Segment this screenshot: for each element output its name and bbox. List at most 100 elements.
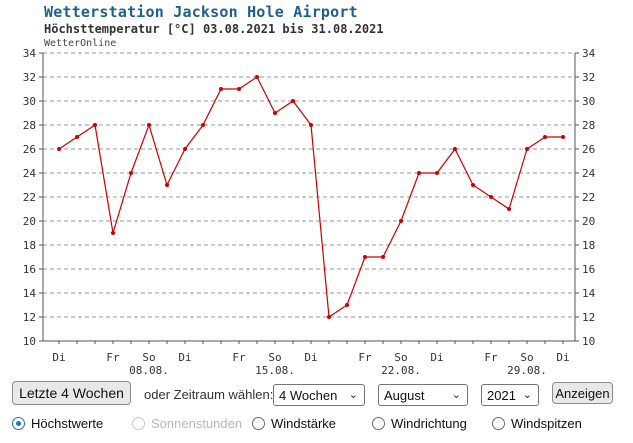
- data-point-11.08.: [201, 123, 205, 127]
- radio-windspitzen[interactable]: Windspitzen: [492, 416, 582, 431]
- ytick-left-label-16: 16: [23, 263, 36, 276]
- chart-title: Wetterstation Jackson Hole Airport: [44, 3, 358, 21]
- radio-circle-icon[interactable]: [12, 417, 25, 430]
- ytick-right-label-28: 28: [582, 119, 595, 132]
- ytick-right-label-20: 20: [582, 215, 595, 228]
- data-point-07.08.: [129, 171, 133, 175]
- ytick-left-label-34: 34: [23, 47, 37, 60]
- radio-circle-icon[interactable]: [252, 417, 265, 430]
- xtick-day-label: So: [394, 351, 407, 364]
- ytick-left-label-10: 10: [23, 335, 36, 348]
- chart-subtitle: Höchsttemperatur [°C] 03.08.2021 bis 31.…: [44, 22, 384, 36]
- ytick-left-label-22: 22: [23, 191, 36, 204]
- data-point-05.08.: [93, 123, 97, 127]
- chevron-down-icon: ⌄: [522, 389, 532, 401]
- ytick-left-label-26: 26: [23, 143, 36, 156]
- chart-grid: [43, 52, 575, 318]
- ytick-left-label-12: 12: [23, 311, 36, 324]
- radio-label: Windstärke: [271, 416, 337, 431]
- ytick-left-label-28: 28: [23, 119, 36, 132]
- data-point-12.08.: [219, 87, 223, 91]
- radio-windrichtung[interactable]: Windrichtung: [372, 416, 467, 431]
- data-point-28.08.: [507, 207, 511, 211]
- xtick-day-label: Di: [178, 351, 191, 364]
- ytick-right-label-22: 22: [582, 191, 595, 204]
- xtick-day-label: Di: [304, 351, 317, 364]
- last-4-weeks-button[interactable]: Letzte 4 Wochen: [12, 381, 131, 405]
- parameter-radio-group: Höchstwerte Sonnenstunden Windstärke Win…: [0, 416, 633, 434]
- range-select[interactable]: 4 Wochen ⌄: [273, 384, 365, 406]
- data-point-29.08.: [525, 147, 529, 151]
- xtick-day-label: Fr: [106, 351, 120, 364]
- data-point-14.08.: [255, 75, 259, 79]
- ytick-left-label-20: 20: [23, 215, 36, 228]
- xtick-day-label: So: [142, 351, 155, 364]
- ytick-right-label-10: 10: [582, 335, 595, 348]
- radio-sonnenstunden[interactable]: Sonnenstunden: [132, 416, 242, 431]
- xtick-day-label: Di: [52, 351, 65, 364]
- data-point-15.08.: [273, 111, 277, 115]
- ytick-left-label-24: 24: [23, 167, 37, 180]
- ytick-right-label-34: 34: [582, 47, 596, 60]
- data-point-26.08.: [471, 183, 475, 187]
- x-axis-labels: Di Fr So Di Fr So Di Fr So Di Fr So Di 08.08. 15.08. 22…: [52, 351, 569, 375]
- data-point-30.08.: [543, 135, 547, 139]
- month-select-value: August: [384, 387, 425, 403]
- data-point-17.08.: [309, 123, 313, 127]
- xtick-day-label: Fr: [232, 351, 246, 364]
- radio-windstaerke[interactable]: Windstärke: [252, 416, 336, 431]
- y-axis-right-labels: 10 12 14 16 18 20 22 24 26 28 30 32 34: [582, 47, 596, 348]
- year-select-value: 2021: [487, 387, 516, 403]
- period-label: oder Zeitraum wählen:: [144, 387, 274, 402]
- data-point-25.08.: [453, 147, 457, 151]
- xtick-day-label: Di: [556, 351, 569, 364]
- ytick-left-label-32: 32: [23, 71, 36, 84]
- ytick-left-label-14: 14: [23, 287, 37, 300]
- data-point-18.08.: [327, 315, 331, 319]
- data-point-27.08.: [489, 195, 493, 199]
- ytick-right-label-30: 30: [582, 95, 595, 108]
- data-point-03.08.: [57, 147, 61, 151]
- radio-circle-icon[interactable]: [132, 417, 145, 430]
- chart-axes: [39, 52, 579, 344]
- radio-label: Windrichtung: [391, 416, 467, 431]
- data-point-22.08.: [399, 219, 403, 223]
- data-point-19.08.: [345, 303, 349, 307]
- chart-source: WetterOnline: [44, 38, 117, 49]
- month-select[interactable]: August ⌄: [378, 384, 468, 406]
- chevron-down-icon: ⌄: [348, 389, 358, 401]
- ytick-left-label-30: 30: [23, 95, 36, 108]
- data-point-16.08.: [291, 99, 295, 103]
- series-hoechsttemperatur: [57, 75, 565, 319]
- xtick-day-label: So: [520, 351, 533, 364]
- data-point-13.08.: [237, 87, 241, 91]
- data-point-21.08.: [381, 255, 385, 259]
- ytick-right-label-14: 14: [582, 287, 596, 300]
- radio-circle-icon[interactable]: [372, 417, 385, 430]
- temperature-chart: 10 12 14 16 18 20 22 24 26 28 30 32 34 10 12 14 16 18 20 2…: [23, 47, 596, 375]
- xtick-date-label: 08.08.: [129, 364, 169, 375]
- data-point-23.08.: [417, 171, 421, 175]
- data-point-04.08.: [75, 135, 79, 139]
- ytick-right-label-16: 16: [582, 263, 595, 276]
- data-point-24.08.: [435, 171, 439, 175]
- xtick-day-label: Fr: [484, 351, 498, 364]
- show-button[interactable]: Anzeigen: [552, 382, 613, 404]
- xtick-date-label: 15.08.: [255, 364, 295, 375]
- xtick-date-label: 29.08.: [507, 364, 547, 375]
- radio-circle-icon[interactable]: [492, 417, 505, 430]
- data-point-08.08.: [147, 123, 151, 127]
- ytick-left-label-18: 18: [23, 239, 36, 252]
- range-select-value: 4 Wochen: [279, 387, 338, 403]
- xtick-day-label: Fr: [358, 351, 372, 364]
- xtick-day-label: Di: [430, 351, 443, 364]
- xtick-day-label: So: [268, 351, 281, 364]
- data-point-06.08.: [111, 231, 115, 235]
- radio-hoechstwerte[interactable]: Höchstwerte: [12, 416, 103, 431]
- year-select[interactable]: 2021 ⌄: [481, 384, 539, 406]
- radio-label: Windspitzen: [511, 416, 582, 431]
- ytick-right-label-12: 12: [582, 311, 595, 324]
- ytick-right-label-32: 32: [582, 71, 595, 84]
- ytick-right-label-26: 26: [582, 143, 595, 156]
- radio-label: Sonnenstunden: [151, 416, 243, 431]
